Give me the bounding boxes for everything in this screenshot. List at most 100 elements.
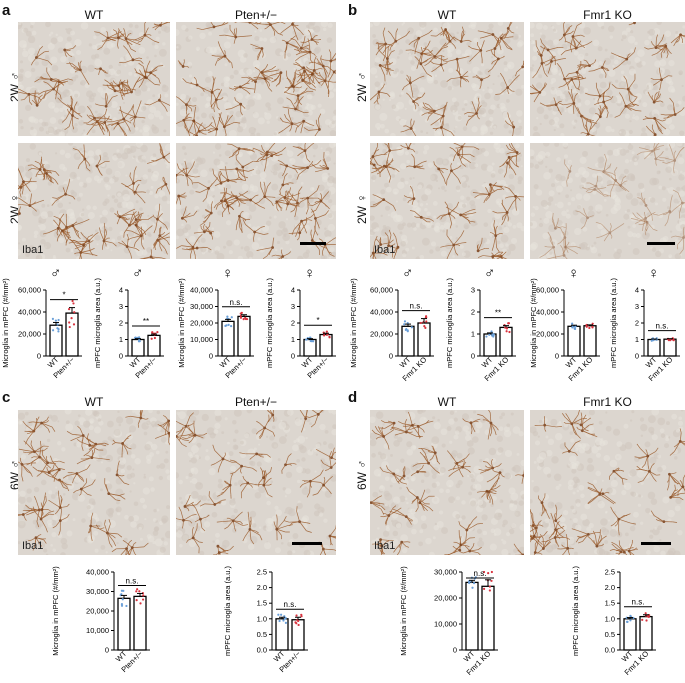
error-bar — [137, 592, 143, 597]
tissue-texture — [176, 22, 336, 136]
error-bar — [421, 318, 427, 323]
tissue-texture — [370, 143, 524, 259]
chart-a4: ♀mPFC microglia area (a.u.) 01234WTPten+/… — [265, 265, 336, 380]
y-tick-label: 2 — [635, 319, 639, 328]
y-tick-label: 30,000 — [86, 587, 109, 596]
scale-bar — [300, 242, 326, 245]
bar-wt — [303, 338, 317, 357]
panel-label-b: b — [348, 2, 358, 19]
y-tick-label: 2 — [119, 319, 123, 328]
bar-pten- — [65, 312, 79, 357]
error-bar — [151, 333, 157, 336]
y-axis-label: Microglia in mPFC (#/mm²) — [177, 278, 186, 368]
tissue-texture — [530, 410, 685, 555]
bar-wt — [49, 324, 63, 357]
tissue-texture — [530, 22, 685, 136]
column-title-fmr1: Fmr1 KO — [583, 395, 632, 409]
y-tick-label: 3 — [635, 302, 639, 311]
micrograph-a-wt-male — [18, 22, 170, 136]
sex-symbol: ♀ — [648, 265, 659, 282]
y-tick-label: 20,000 — [434, 594, 457, 603]
error-bar — [503, 325, 509, 328]
error-bar — [69, 307, 75, 314]
significance-label: * — [62, 291, 65, 300]
y-tick-label: 2 — [291, 319, 295, 328]
y-tick-label: 1 — [291, 335, 295, 344]
error-bar — [571, 324, 577, 327]
micrograph-b-wt-female: Iba1 — [370, 143, 524, 259]
y-tick-label: 2.5 — [605, 568, 615, 577]
y-tick-label: 60,000 — [536, 286, 559, 295]
y-axis-label: mPFC microglia area (a.u.) — [609, 277, 618, 368]
micrograph-c-pten — [176, 410, 336, 555]
significance-label: n.s. — [126, 576, 139, 585]
y-tick-label: 0 — [37, 352, 41, 361]
y-tick-label: 1.5 — [257, 599, 267, 608]
chart-b1: ♂ Microglia in mPFC (#/mm²) 0 20,000 40,000 6… — [349, 265, 434, 383]
bar-wt — [623, 618, 637, 651]
column-title-pten: Pten+/− — [234, 395, 278, 409]
y-tick-label: 40,000 — [18, 308, 41, 317]
y-tick-label: 40,000 — [370, 308, 393, 317]
micrograph-d-fmr1 — [530, 410, 685, 555]
micrograph-a-pten-male — [176, 22, 336, 136]
error-bar — [487, 332, 493, 334]
y-tick-label: 60,000 — [370, 286, 393, 295]
bar-fmr1-ko — [583, 325, 597, 357]
tissue-texture — [530, 143, 685, 259]
data-points — [485, 330, 495, 338]
column-title-fmr1: Fmr1 KO — [583, 8, 632, 22]
row-label-2w-female: 2W ♀ — [355, 193, 369, 224]
error-bar — [469, 579, 475, 583]
stain-label: Iba1 — [374, 244, 396, 256]
bar-pten- — [237, 315, 251, 357]
error-bar — [225, 318, 231, 322]
micrograph-a-pten-female — [176, 143, 336, 259]
y-tick-label: 2 — [471, 308, 475, 317]
data-points — [419, 315, 428, 329]
bar-wt — [131, 338, 145, 357]
panel-label-c: c — [2, 389, 11, 406]
significance-label: ** — [495, 309, 501, 318]
y-axis-label: Microglia in mPFC (#/mm²) — [51, 566, 60, 656]
y-tick-label: 30,000 — [190, 302, 213, 311]
chart-a1: ♂ Microglia in mPFC (#/mm²) 0 20,000 40,000 6… — [1, 265, 82, 380]
data-points — [571, 322, 577, 331]
y-tick-label: 20,000 — [536, 330, 559, 339]
error-bar — [405, 323, 411, 327]
sex-symbol: ♂ — [132, 265, 143, 282]
error-bar — [323, 332, 329, 335]
column-title-wt: WT — [84, 395, 104, 409]
data-points — [119, 589, 128, 608]
y-axis-label: mPFC microglia area (a.u.) — [223, 565, 232, 656]
y-tick-label: 4 — [635, 286, 639, 295]
micrograph-b-fmr1-female — [530, 143, 685, 259]
y-tick-label: 0.5 — [257, 630, 267, 639]
y-tick-label: 40,000 — [536, 308, 559, 317]
y-tick-label: 4 — [119, 286, 123, 295]
significance-label: n.s. — [474, 569, 487, 578]
bar-fmr1-ko — [481, 585, 495, 651]
y-tick-label: 10,000 — [86, 626, 109, 635]
data-points — [239, 311, 249, 321]
y-axis-label: mPFC microglia area (a.u.) — [571, 565, 580, 656]
bar-wt — [117, 597, 131, 651]
panel-label-d: d — [348, 389, 358, 406]
tissue-texture — [176, 143, 336, 259]
significance-label: n.s. — [230, 298, 243, 307]
error-bar — [587, 324, 593, 326]
y-axis-label: Microglia in mPFC (#/mm²) — [349, 278, 358, 368]
y-tick-label: 20,000 — [370, 330, 393, 339]
stain-label: Iba1 — [374, 540, 396, 552]
sex-symbol: ♂ — [402, 265, 413, 282]
stain-label: Iba1 — [22, 244, 44, 256]
error-bar — [295, 616, 301, 620]
y-tick-label: 2.5 — [257, 568, 267, 577]
tissue-texture — [176, 410, 336, 555]
error-bar — [135, 338, 141, 340]
y-tick-label: 10,000 — [190, 335, 213, 344]
bar-wt — [465, 581, 479, 651]
error-bar — [307, 338, 313, 340]
data-points — [135, 588, 145, 605]
